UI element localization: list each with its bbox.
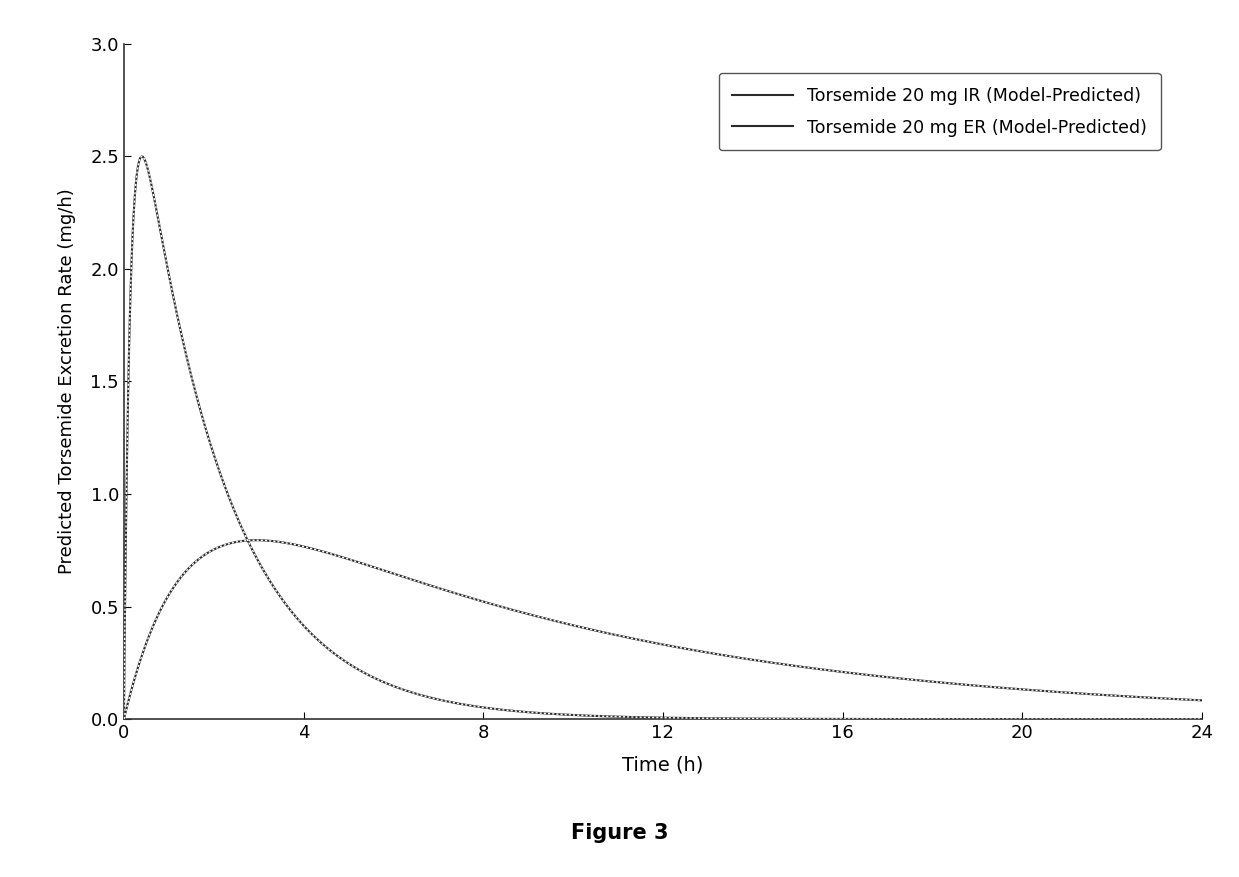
- Line: Torsemide 20 mg ER (Model-Predicted): Torsemide 20 mg ER (Model-Predicted): [124, 540, 1202, 719]
- Torsemide 20 mg ER (Model-Predicted): [1194, 695, 1209, 706]
- X-axis label: Time (h): Time (h): [622, 756, 704, 775]
- Torsemide 20 mg ER (Model-Predicted): [1173, 694, 1188, 704]
- Legend: Torsemide 20 mg IR (Model-Predicted), Torsemide 20 mg ER (Model-Predicted): Torsemide 20 mg IR (Model-Predicted), To…: [719, 73, 1161, 151]
- Torsemide 20 mg IR (Model-Predicted): [240, 534, 255, 545]
- Torsemide 20 mg ER (Model-Predicted): [1057, 688, 1072, 698]
- Torsemide 20 mg IR (Model-Predicted): [1173, 714, 1188, 724]
- Torsemide 20 mg ER (Model-Predicted): [304, 543, 318, 553]
- Torsemide 20 mg IR (Model-Predicted): [135, 151, 150, 161]
- Torsemide 20 mg ER (Model-Predicted): [239, 535, 254, 545]
- Torsemide 20 mg ER (Model-Predicted): [249, 535, 264, 545]
- Torsemide 20 mg IR (Model-Predicted): [304, 628, 318, 638]
- Torsemide 20 mg ER (Model-Predicted): [116, 714, 131, 724]
- Torsemide 20 mg ER (Model-Predicted): [577, 623, 592, 633]
- Torsemide 20 mg IR (Model-Predicted): [1057, 714, 1072, 724]
- Torsemide 20 mg IR (Model-Predicted): [530, 708, 545, 718]
- Torsemide 20 mg IR (Model-Predicted): [577, 710, 592, 721]
- Y-axis label: Predicted Torsemide Excretion Rate (mg/h): Predicted Torsemide Excretion Rate (mg/h…: [58, 189, 77, 574]
- Line: Torsemide 20 mg IR (Model-Predicted): Torsemide 20 mg IR (Model-Predicted): [124, 156, 1202, 719]
- Torsemide 20 mg IR (Model-Predicted): [1194, 714, 1209, 724]
- Text: Figure 3: Figure 3: [571, 824, 668, 843]
- Torsemide 20 mg IR (Model-Predicted): [116, 714, 131, 724]
- Torsemide 20 mg ER (Model-Predicted): [530, 611, 545, 622]
